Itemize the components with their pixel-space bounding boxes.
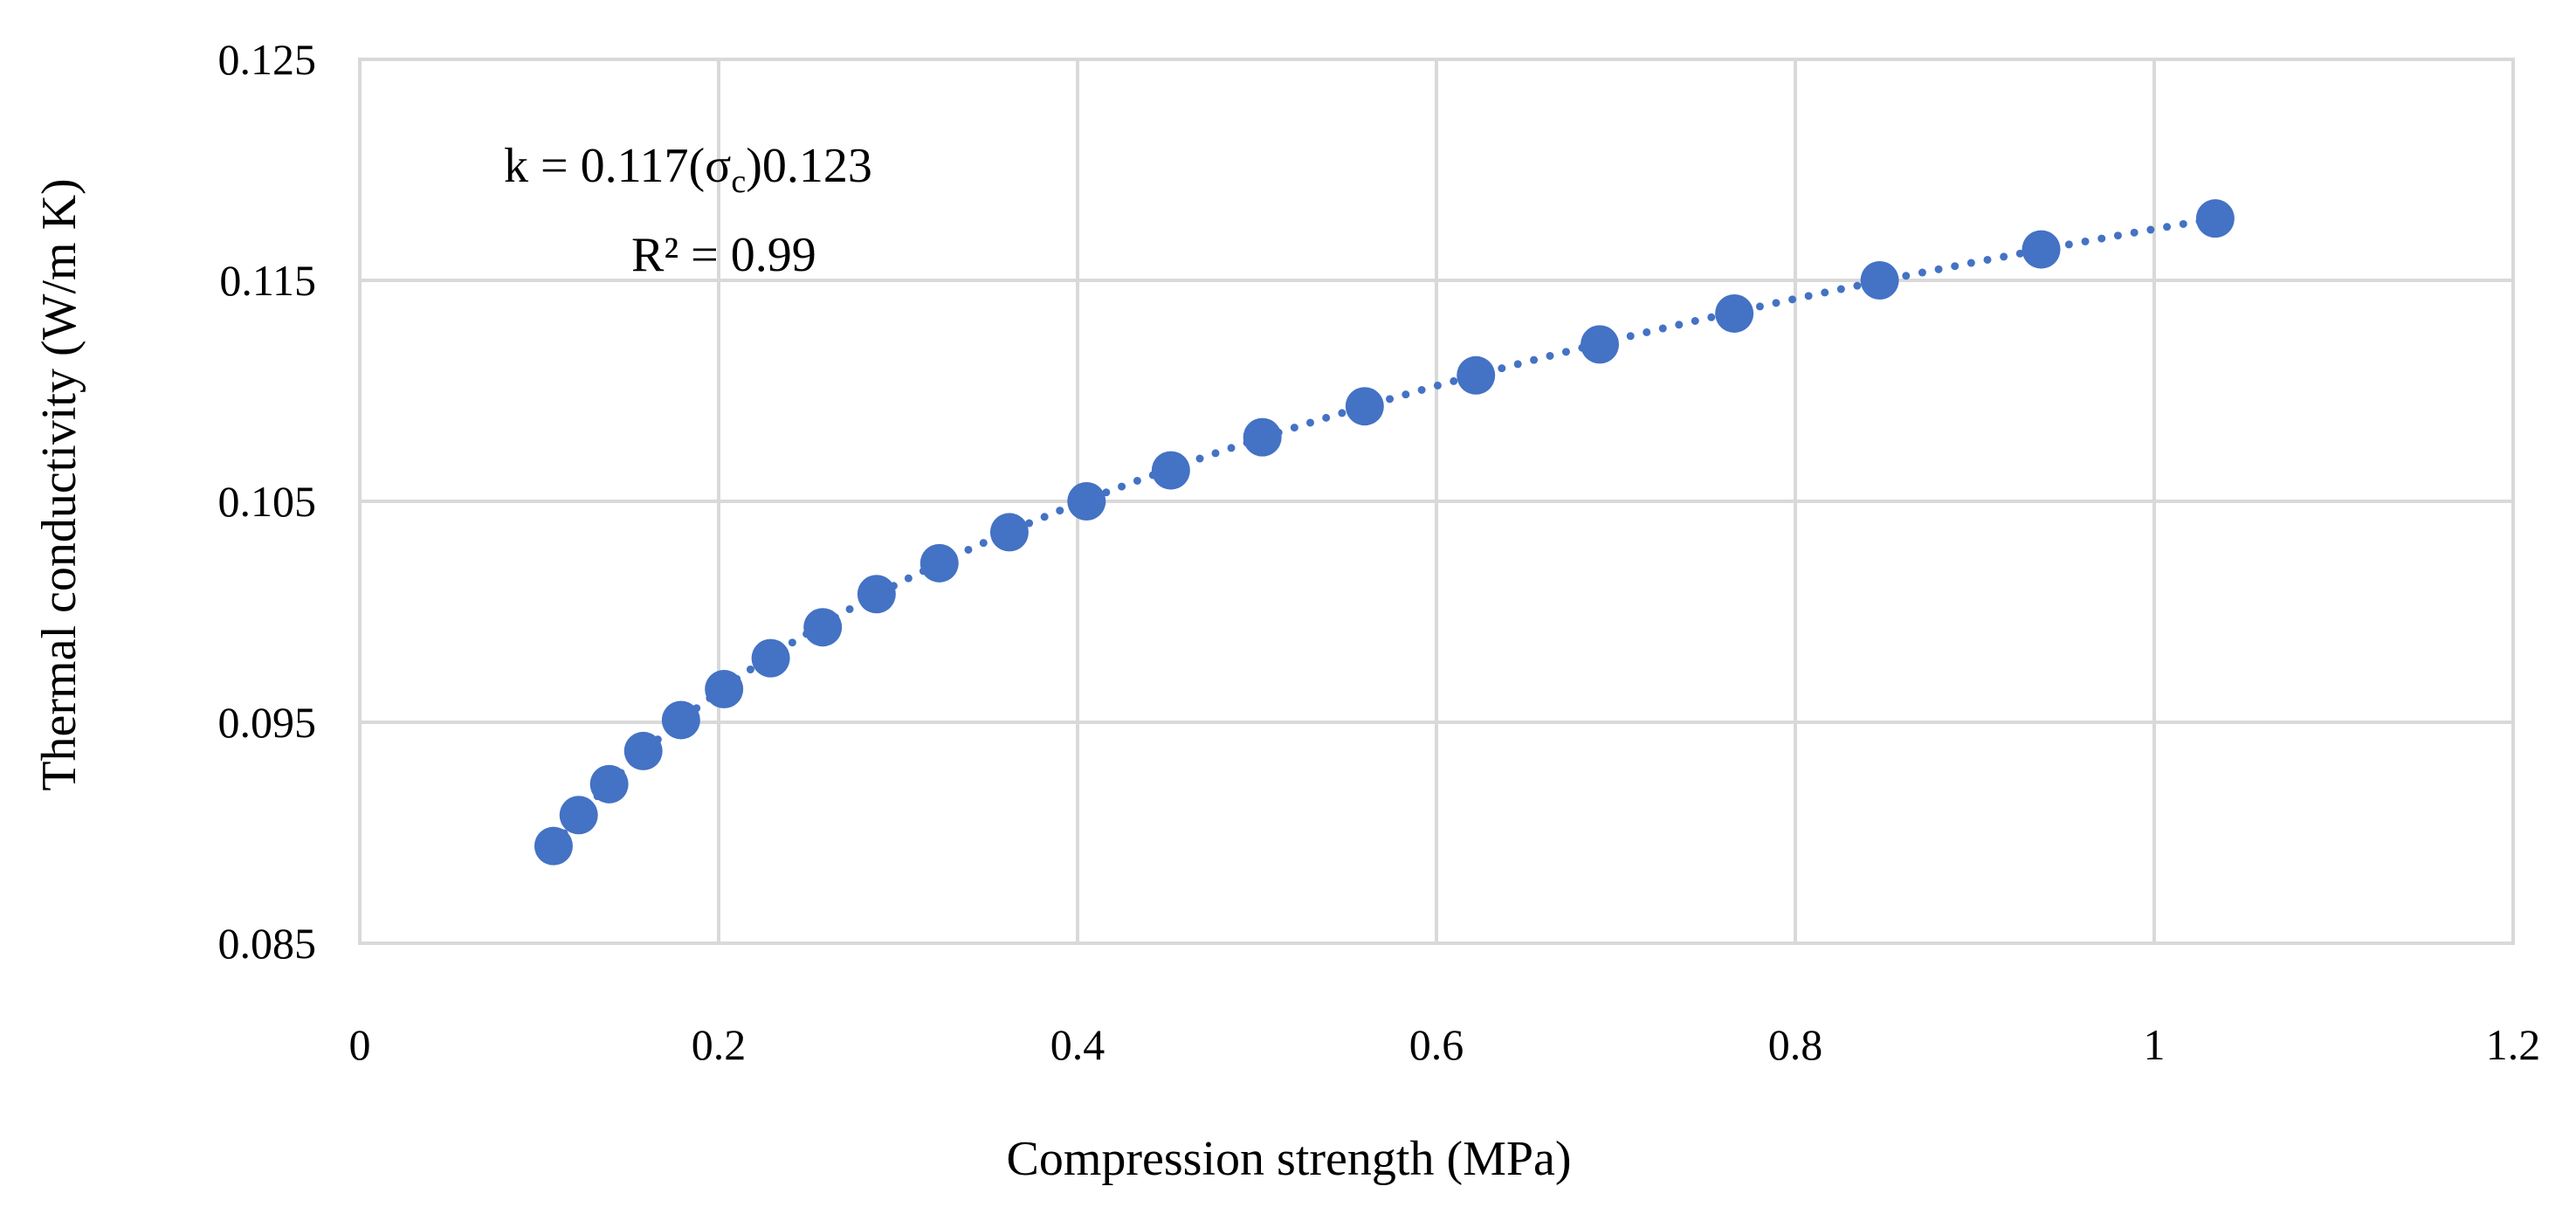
data-point [803, 608, 843, 647]
data-point [1860, 261, 1899, 300]
data-point [534, 826, 573, 866]
grid-layer [358, 58, 2515, 945]
x-tick-label: 0 [349, 1020, 371, 1069]
data-point [920, 543, 959, 583]
data-point [989, 513, 1029, 552]
data-point [661, 700, 700, 740]
data-point [623, 731, 663, 770]
data-point [589, 764, 629, 804]
x-tick-label: 0.8 [1768, 1020, 1823, 1069]
data-point [1067, 482, 1106, 521]
data-point [1345, 387, 1384, 426]
x-tick-label: 1.2 [2486, 1020, 2541, 1069]
trendline-layer [549, 214, 2220, 851]
axis-layer: 0 0.2 0.4 0.6 0.8 1 1.2 0.085 0.095 0.105 0.115 0.1… [218, 35, 2541, 1069]
data-point [2195, 199, 2235, 238]
y-axis-title: Thermal conductivity (W/m K) [32, 178, 86, 790]
data-point [1715, 293, 1754, 333]
data-point [1243, 417, 1282, 457]
data-point [559, 796, 598, 835]
data-point [751, 638, 790, 678]
y-tick-label: 0.085 [218, 919, 317, 968]
equation-lhs: k = 0.117( [504, 139, 705, 193]
x-tick-label: 1 [2144, 1020, 2166, 1069]
r-squared-label: R² = 0.99 [631, 228, 816, 282]
trendline [549, 214, 2220, 851]
trendline-equation: k = 0.117(σc)0.123 [504, 139, 872, 200]
y-tick-label: 0.105 [218, 477, 317, 526]
equation-rhs: )0.123 [746, 139, 872, 193]
equation-subscript: c [731, 163, 746, 200]
y-tick-label: 0.095 [218, 698, 317, 747]
x-tick-label: 0.6 [1409, 1020, 1464, 1069]
data-point [2022, 230, 2061, 269]
y-tick-label: 0.125 [218, 35, 317, 84]
data-point [857, 575, 896, 614]
y-tick-label: 0.115 [219, 256, 316, 305]
data-point [1151, 451, 1190, 490]
data-point [1581, 325, 1620, 364]
x-axis-title: Compression strength (MPa) [1006, 1132, 1571, 1186]
points-layer [534, 199, 2235, 866]
equation-sigma: σ [705, 139, 731, 193]
plot-frame [358, 58, 2515, 945]
data-point [705, 670, 744, 709]
x-tick-label: 0.4 [1050, 1020, 1105, 1069]
x-tick-label: 0.2 [692, 1020, 747, 1069]
data-point [1457, 355, 1496, 395]
